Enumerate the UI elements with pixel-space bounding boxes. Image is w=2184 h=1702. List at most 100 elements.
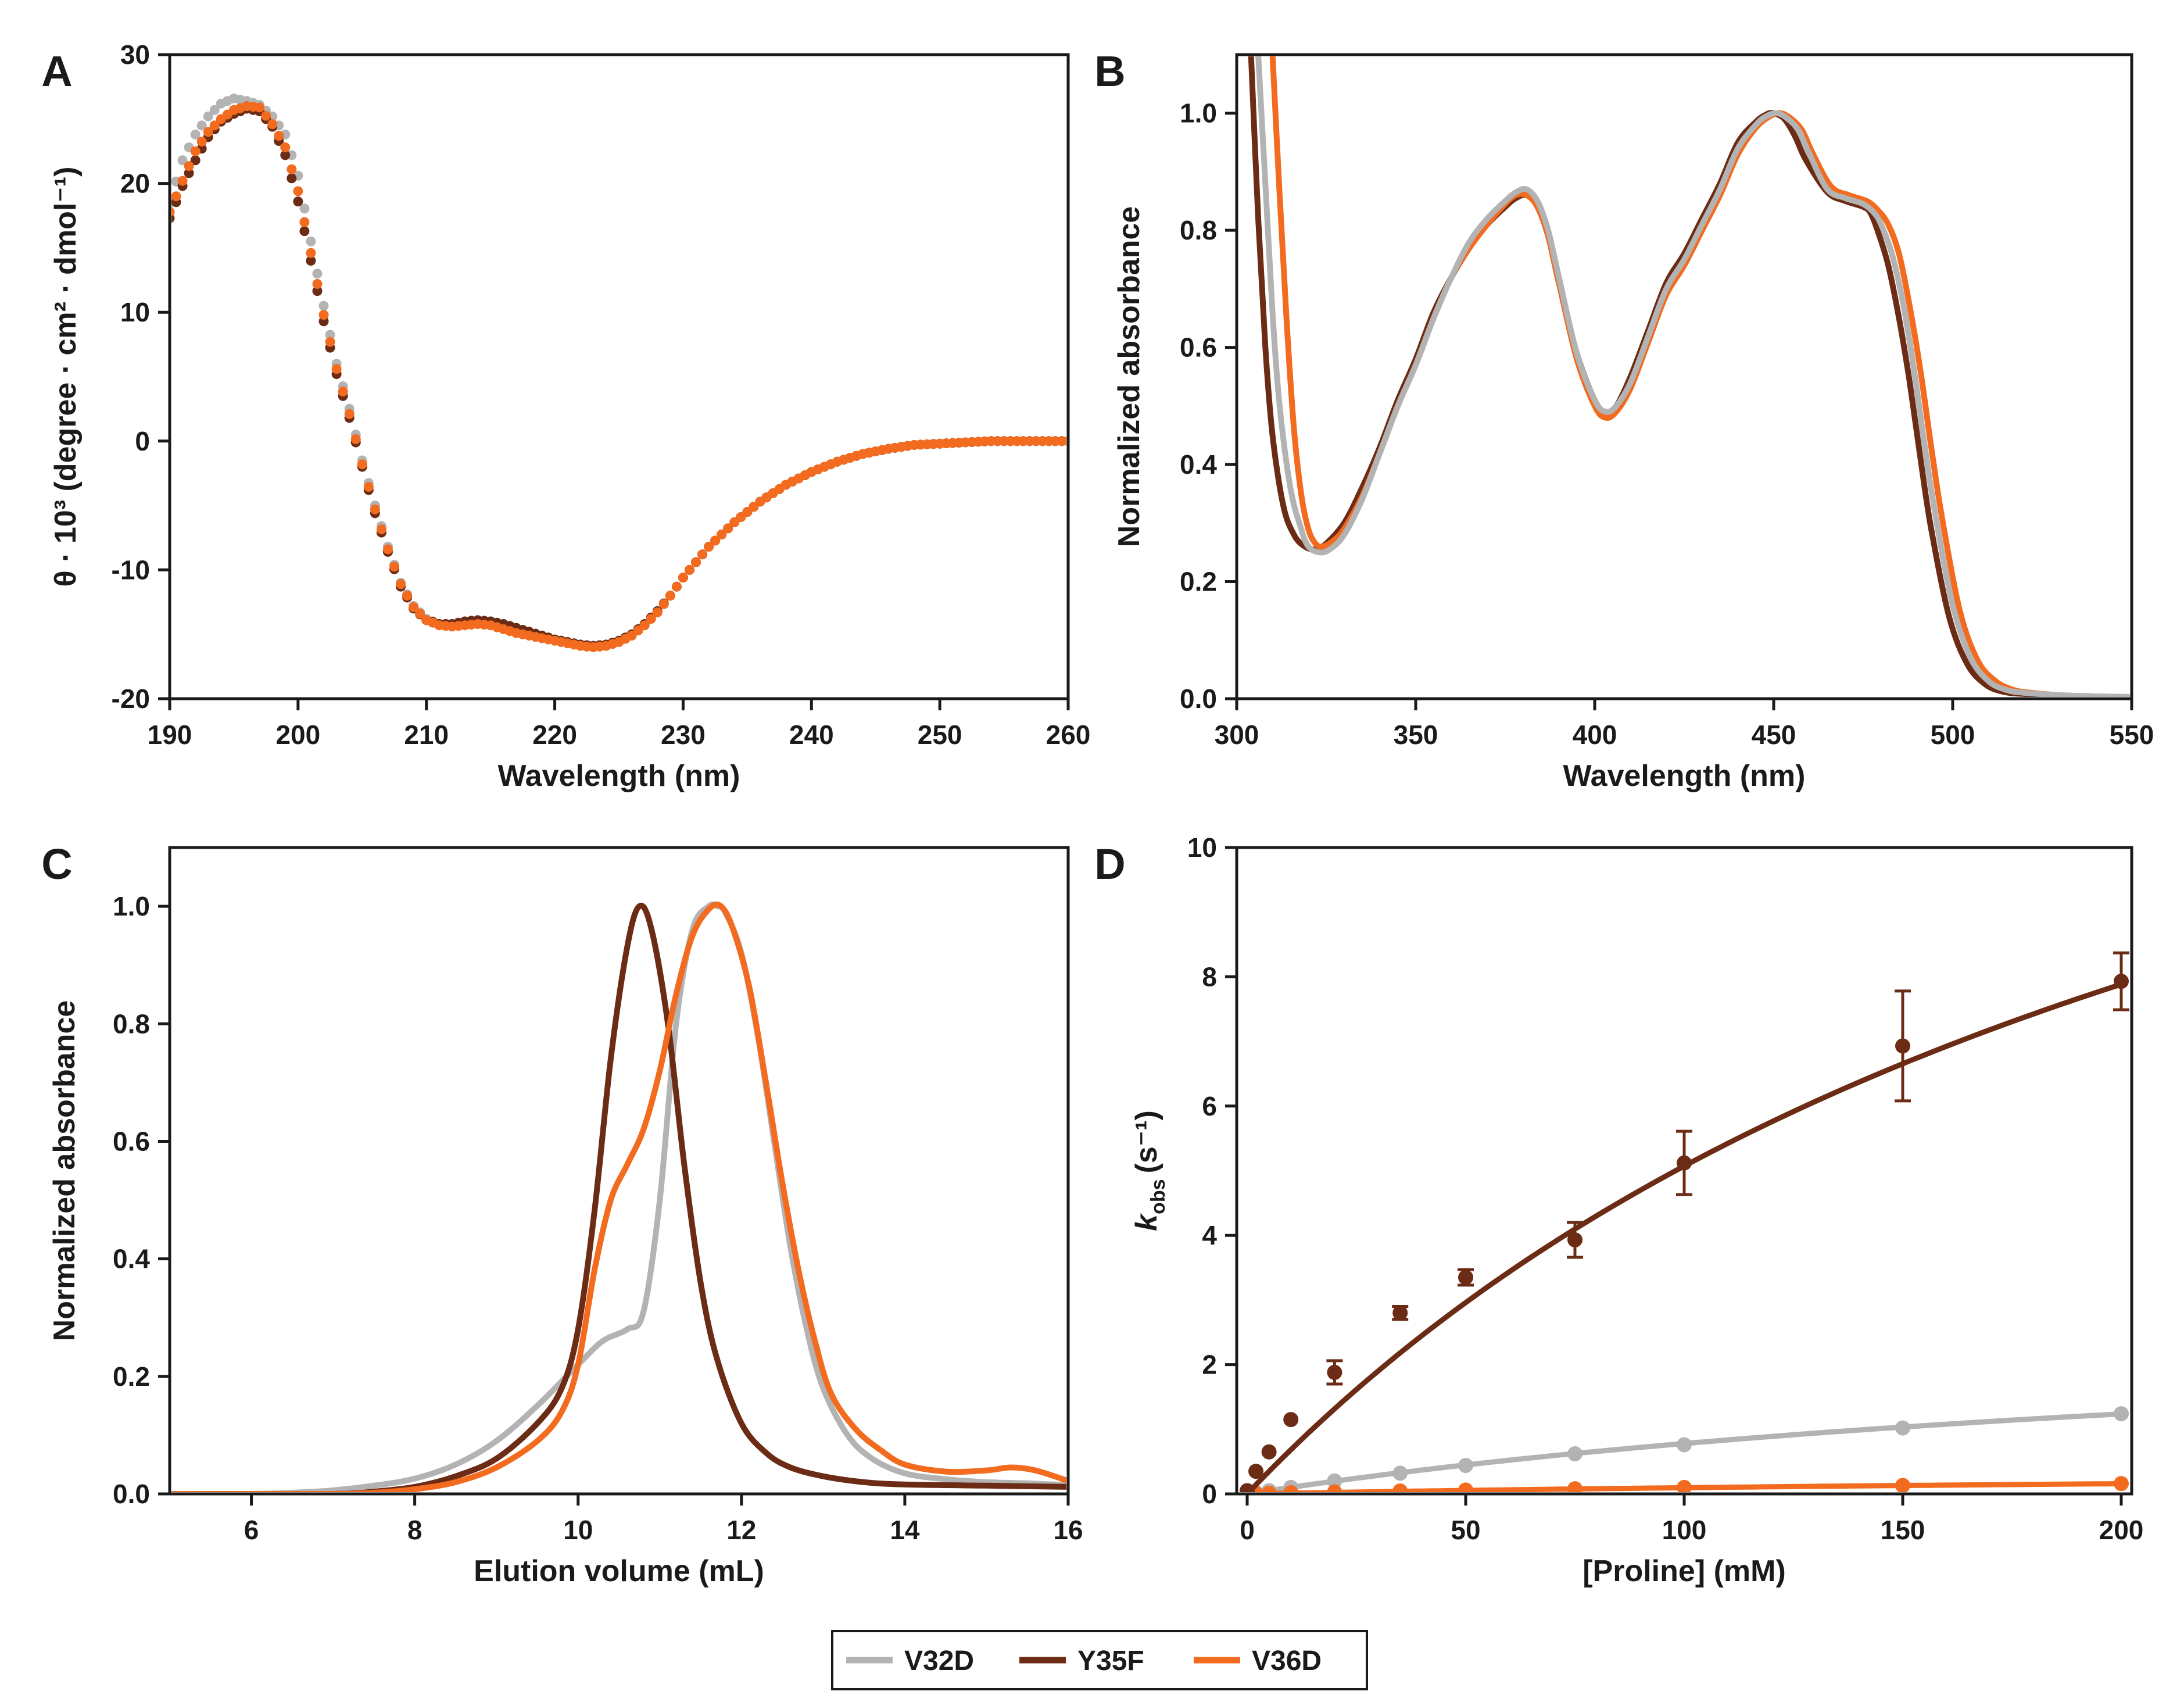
data-point-v32d bbox=[299, 203, 310, 214]
data-point-v32d bbox=[1327, 1473, 1342, 1489]
data-point-v32d bbox=[209, 105, 220, 115]
x-tick-label: 200 bbox=[2099, 1515, 2144, 1545]
x-tick-label: 300 bbox=[1215, 720, 1259, 750]
y-tick-label: 2 bbox=[1202, 1350, 1217, 1380]
y-axis-title-unit: (s⁻¹) bbox=[1130, 1110, 1163, 1173]
y-tick-label: -20 bbox=[112, 684, 150, 714]
y-tick-label: 0 bbox=[1202, 1479, 1217, 1509]
y-tick-label: 0.4 bbox=[1180, 449, 1217, 480]
data-point-v36d bbox=[1063, 436, 1066, 446]
data-point-v32d bbox=[2114, 1406, 2129, 1422]
data-area bbox=[1240, 951, 2129, 1492]
data-point-v32d bbox=[177, 155, 188, 166]
series-y35f bbox=[171, 103, 1066, 651]
panel-a: A 190 200 210 220 230 240 250 260 -20 -10 0 10 20 30 Wa… bbox=[41, 40, 1090, 793]
y-tick-label: 10 bbox=[1187, 832, 1217, 863]
x-tick-label: 450 bbox=[1752, 720, 1796, 750]
data-point-v36d bbox=[1261, 1485, 1277, 1492]
data-point-v36d bbox=[196, 137, 207, 147]
data-point-v36d bbox=[409, 602, 419, 613]
series-v32d bbox=[1240, 1406, 2129, 1492]
data-point-y35f bbox=[299, 226, 310, 237]
data-point-v36d bbox=[363, 481, 374, 492]
series-v32d bbox=[171, 93, 1066, 652]
data-point-v36d bbox=[710, 535, 721, 546]
data-point-v36d bbox=[402, 591, 413, 601]
data-point-y35f bbox=[1677, 1155, 1692, 1171]
data-point-v36d bbox=[299, 217, 310, 227]
x-tick-label: 50 bbox=[1451, 1515, 1480, 1545]
x-tick-label: 12 bbox=[726, 1515, 756, 1545]
legend: V32D Y35F V36D bbox=[831, 1630, 1368, 1690]
data-point-v36d bbox=[331, 364, 342, 374]
data-point-v36d bbox=[338, 386, 348, 396]
data-point-v36d bbox=[370, 504, 380, 514]
series-line-y35f bbox=[171, 903, 1066, 1492]
data-point-v36d bbox=[2114, 1476, 2129, 1492]
x-tick-label: 0 bbox=[1240, 1515, 1255, 1545]
data-point-v36d bbox=[261, 110, 271, 121]
x-axis-title: Wavelength (nm) bbox=[1563, 759, 1806, 793]
data-point-v36d bbox=[1895, 1478, 1910, 1492]
y-tick-label: 20 bbox=[120, 169, 150, 199]
panel-d: D 0 50 100 150 200 0 2 4 6 8 10 [Proline] (mM) kobs (s… bbox=[1094, 832, 2143, 1588]
data-point-y35f bbox=[1248, 1464, 1264, 1479]
data-point-v32d bbox=[1895, 1420, 1910, 1436]
data-point-v36d bbox=[306, 248, 316, 258]
y-axis-title-k: k bbox=[1130, 1213, 1163, 1231]
data-point-y35f bbox=[1392, 1305, 1408, 1321]
data-point-y35f bbox=[1567, 1232, 1582, 1247]
panel-letter: D bbox=[1094, 840, 1125, 888]
data-point-v36d bbox=[376, 524, 386, 535]
y-tick-label: 0.8 bbox=[113, 1009, 150, 1039]
data-point-y35f bbox=[1458, 1270, 1473, 1285]
data-point-v32d bbox=[190, 129, 201, 140]
plot-frame bbox=[1235, 53, 2133, 700]
x-tick-label: 550 bbox=[2110, 720, 2154, 750]
data-point-y35f bbox=[306, 256, 316, 266]
data-point-v36d bbox=[1567, 1481, 1582, 1492]
legend-box bbox=[831, 1630, 1368, 1690]
y-tick-label: -10 bbox=[112, 555, 150, 585]
y-tick-label: 0.2 bbox=[1180, 567, 1217, 597]
data-point-v36d bbox=[209, 120, 220, 131]
x-tick-label: 14 bbox=[890, 1515, 920, 1545]
y-tick-label: 30 bbox=[120, 40, 150, 70]
y-axis-title: Normalized absorbance bbox=[48, 1000, 81, 1342]
data-point-v36d bbox=[639, 620, 650, 631]
fit-curve-y35f bbox=[1245, 981, 2124, 1492]
data-point-v36d bbox=[312, 278, 323, 289]
data-point-v32d bbox=[203, 111, 213, 121]
x-axis-title: Elution volume (mL) bbox=[474, 1554, 764, 1588]
data-point-v32d bbox=[318, 301, 329, 311]
data-point-v32d bbox=[325, 330, 335, 340]
y-axis-title: Normalized absorbance bbox=[1112, 206, 1146, 548]
data-point-v36d bbox=[1458, 1482, 1473, 1492]
data-point-v36d bbox=[171, 191, 181, 202]
data-point-y35f bbox=[280, 150, 291, 160]
data-area bbox=[171, 901, 1066, 1492]
y-axis-title: kobs (s⁻¹) bbox=[1130, 1110, 1169, 1231]
x-tick-label: 10 bbox=[563, 1515, 593, 1545]
data-point-v36d bbox=[665, 591, 675, 601]
data-point-v36d bbox=[389, 562, 399, 572]
x-tick-label: 190 bbox=[148, 720, 192, 750]
data-point-v36d bbox=[203, 127, 213, 137]
data-point-v36d bbox=[190, 146, 201, 156]
x-tick-label: 350 bbox=[1394, 720, 1438, 750]
y-tick-label: 0.4 bbox=[113, 1244, 150, 1274]
data-point-y35f bbox=[190, 155, 201, 166]
x-tick-label: 500 bbox=[1931, 720, 1975, 750]
legend-label-v36d: V36D bbox=[1252, 1646, 1322, 1676]
data-point-v32d bbox=[306, 236, 316, 246]
data-point-v32d bbox=[1567, 1446, 1582, 1462]
data-point-v32d bbox=[312, 269, 323, 279]
y-tick-label: 6 bbox=[1202, 1091, 1217, 1121]
data-point-y35f bbox=[1895, 1038, 1910, 1054]
y-tick-label: 0.6 bbox=[113, 1126, 150, 1156]
data-point-y35f bbox=[1283, 1412, 1299, 1428]
y-tick-label: 0 bbox=[135, 426, 150, 456]
x-tick-label: 16 bbox=[1053, 1515, 1083, 1545]
panel-letter: C bbox=[41, 840, 72, 888]
data-point-v36d bbox=[255, 102, 265, 113]
